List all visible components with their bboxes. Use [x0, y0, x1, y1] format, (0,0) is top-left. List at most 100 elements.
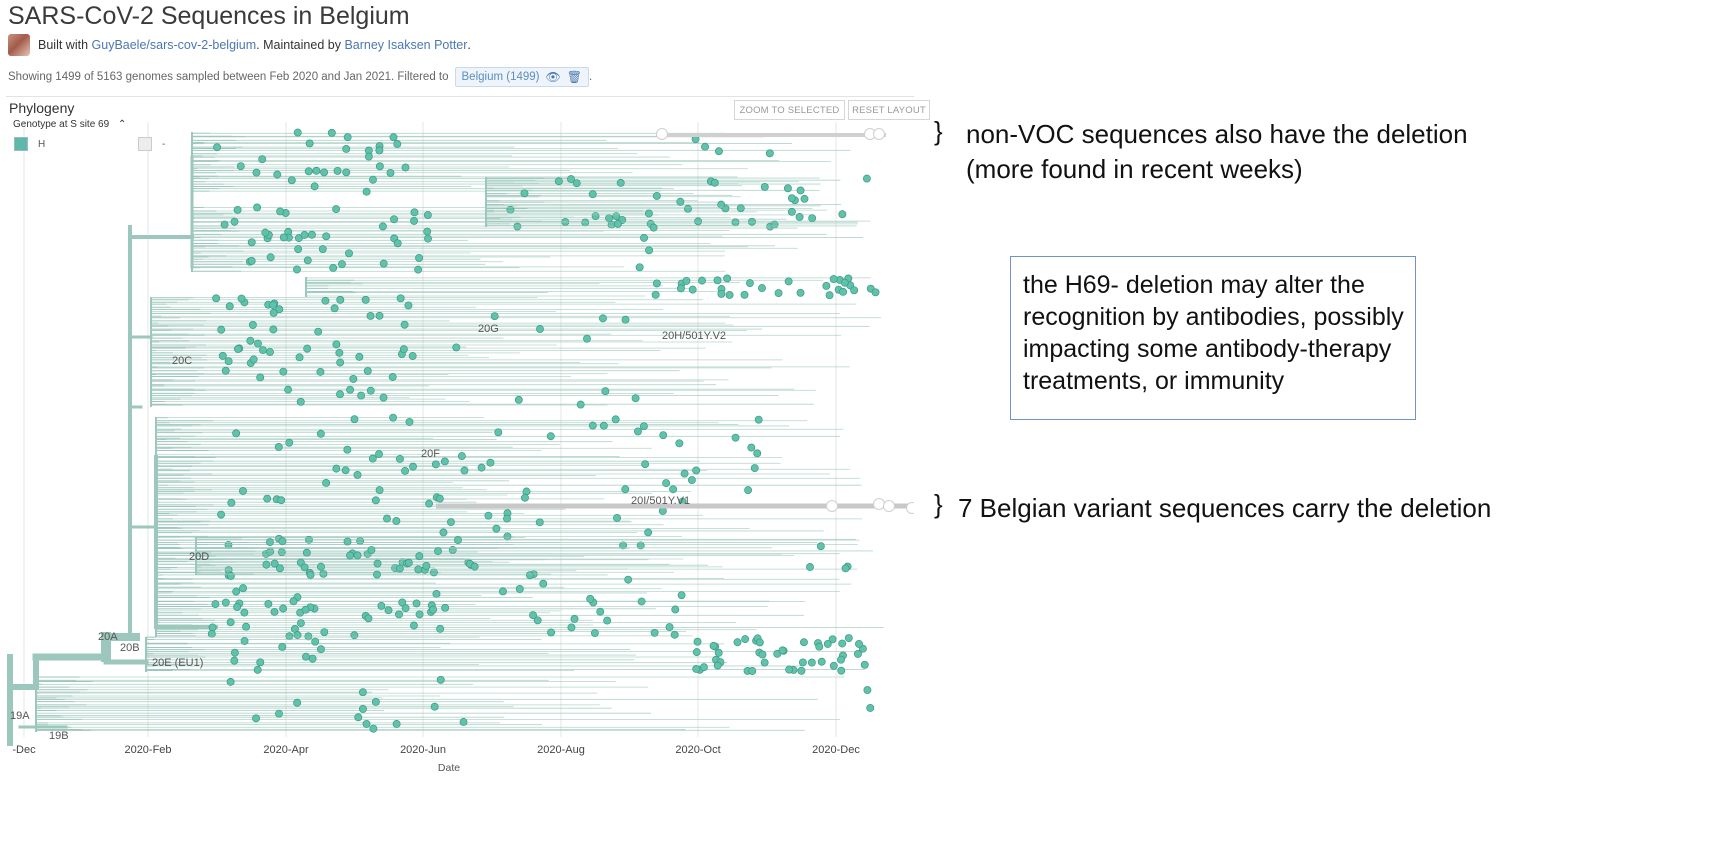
tree-tip [807, 658, 816, 667]
tree-tip [221, 366, 230, 375]
tree-tip [470, 562, 479, 571]
tree-tip [815, 642, 824, 651]
tree-tip [838, 210, 847, 219]
reset-layout-button[interactable]: RESET LAYOUT [848, 100, 930, 120]
tree-tip [725, 290, 734, 299]
tree-tip [284, 385, 293, 394]
tree-tip [303, 344, 312, 353]
tree-tip [415, 610, 424, 619]
tree-tip [349, 374, 358, 383]
tree-tip [435, 494, 444, 503]
tree-tip [787, 194, 796, 203]
tree-tip [375, 162, 384, 171]
tree-tip [242, 622, 251, 631]
tree-tip [207, 629, 216, 638]
tree-tip [713, 276, 722, 285]
tree-tip [590, 629, 599, 638]
tree-tip [293, 128, 302, 137]
tree-tip [274, 443, 283, 451]
chevron-up-icon[interactable]: ⌃ [117, 119, 127, 130]
tree-tip [404, 558, 413, 567]
tree-tip [748, 667, 757, 675]
maintainer-link[interactable]: Barney Isaksen Potter [344, 38, 468, 52]
tree-tip [457, 452, 466, 461]
tree-tip [723, 274, 732, 283]
tree-tip [410, 216, 419, 225]
tree-tip [693, 637, 702, 646]
tree-tip [514, 395, 523, 404]
tree-tip [293, 631, 302, 640]
tree-tip [320, 168, 329, 177]
tree-tip [717, 200, 726, 209]
tree-tip [621, 485, 630, 494]
tree-tip [311, 637, 320, 646]
tree-tip [362, 719, 371, 728]
avatar[interactable] [8, 34, 30, 56]
tree-tip [400, 320, 409, 329]
repo-link[interactable]: GuyBaele/sars-cov-2-belgium [91, 38, 257, 52]
filter-badge[interactable]: Belgium (1499) 👁 🗑 [454, 67, 589, 87]
tree-tip [525, 571, 534, 580]
tree-tip [860, 660, 869, 669]
tree-tip [439, 528, 448, 537]
tree-tip [375, 146, 384, 155]
tree-tip [825, 291, 834, 300]
tree-tip [395, 610, 403, 619]
trash-icon[interactable]: 🗑 [566, 70, 582, 84]
tree-tip [226, 677, 235, 686]
tree-tip [634, 427, 642, 436]
tree-tip [709, 641, 718, 650]
tree-tip [353, 470, 362, 479]
tree-tip [221, 598, 230, 607]
tree-tip [327, 128, 336, 137]
tree-tip [598, 314, 607, 323]
axis-tick-label: 2020-Dec [812, 744, 860, 756]
color-by-label[interactable]: Genotype at S site 69 ⌃ [13, 119, 126, 130]
tree-tip [350, 631, 359, 640]
tree-tip [837, 655, 845, 664]
tree-tip [364, 152, 373, 161]
tree-tip [570, 615, 579, 623]
tree-tip [605, 214, 613, 223]
tree-tip [816, 542, 825, 551]
tree-tip [401, 163, 410, 172]
tree-tip [307, 230, 316, 239]
tree-tip [336, 358, 345, 367]
tree-tip [733, 638, 742, 647]
tree-tip [262, 560, 271, 569]
filter-badge-label: Belgium (1499) [461, 71, 540, 83]
tree-tip [423, 211, 432, 220]
tree-tip [316, 367, 325, 376]
legend-item-deletion[interactable]: - [138, 137, 165, 151]
tree-tip [611, 415, 620, 424]
tree-tip [414, 265, 423, 274]
tree-tip [446, 518, 455, 527]
tree-tip [603, 616, 612, 625]
zoom-to-selected-button[interactable]: ZOOM TO SELECTED [734, 100, 845, 120]
tree-tip [414, 565, 423, 574]
legend-item-h[interactable]: H [14, 137, 45, 151]
tree-tip [277, 496, 286, 505]
tree-tip [688, 285, 697, 294]
tree-tip [410, 208, 419, 217]
tree-tip [671, 605, 680, 614]
annotation-non-voc: non-VOC sequences also have the deletion… [966, 117, 1468, 187]
tree-tip [212, 294, 221, 303]
tree-tip [358, 688, 367, 697]
tree-tip [317, 562, 325, 571]
tree-tip [429, 605, 438, 614]
tree-tip [363, 366, 372, 375]
tree-tip [266, 253, 275, 262]
tree-tip [236, 162, 245, 171]
eye-icon[interactable]: 👁 [545, 70, 561, 84]
tree-tip [498, 587, 507, 596]
legend-label-deletion: - [162, 138, 166, 150]
tree-tip [424, 234, 432, 243]
tree-tip [240, 637, 249, 645]
clade-label: 20E (EU1) [152, 657, 203, 669]
tree-tip [750, 464, 759, 472]
tree-tip [218, 351, 227, 360]
tree-tip [863, 686, 872, 695]
tree-tip [321, 296, 330, 305]
